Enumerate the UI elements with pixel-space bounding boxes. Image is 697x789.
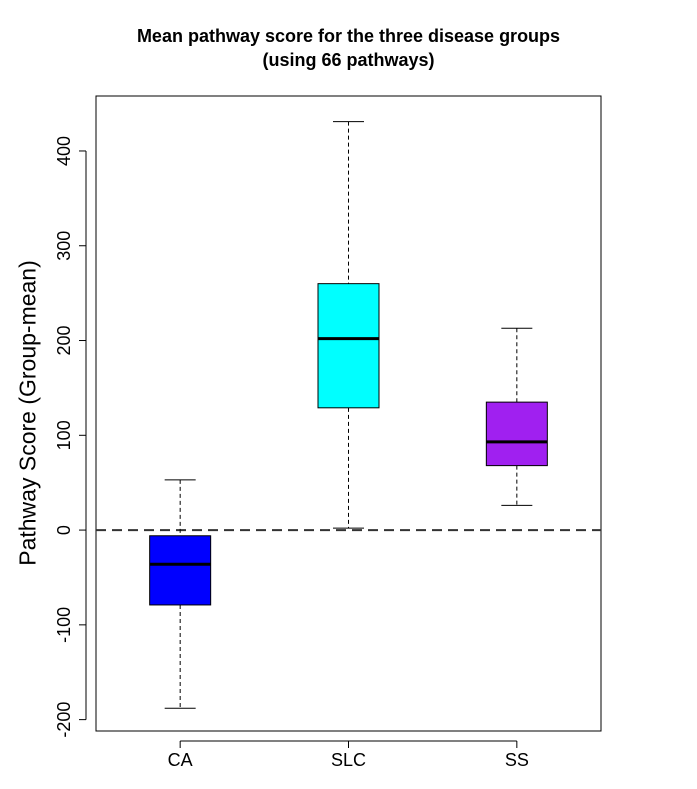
plot-frame	[95, 95, 602, 732]
chart-title: Mean pathway score for the three disease…	[136, 26, 561, 46]
y-tick-label: 300	[54, 231, 74, 261]
y-axis: -200 -100 0 100 200 300 400	[54, 136, 87, 738]
y-tick-label: 400	[54, 136, 74, 166]
y-tick-label: 200	[54, 325, 74, 355]
x-tick-label: SLC	[331, 750, 366, 770]
x-tick-label: SS	[505, 750, 529, 770]
box-ss	[485, 327, 548, 506]
iqr-box	[317, 283, 380, 409]
chart-subtitle: (using 66 pathways)	[262, 50, 435, 70]
box-slc	[317, 121, 380, 529]
y-tick-label: 0	[54, 525, 74, 535]
x-axis: CA SLC SS	[168, 740, 529, 770]
iqr-box	[485, 401, 548, 467]
y-tick-label: -200	[54, 702, 74, 738]
y-tick-label: -100	[54, 607, 74, 643]
x-tick-label: CA	[168, 750, 193, 770]
iqr-box	[149, 535, 212, 606]
y-tick-label: 100	[54, 420, 74, 450]
boxes	[149, 121, 548, 709]
box-ca	[149, 479, 212, 709]
